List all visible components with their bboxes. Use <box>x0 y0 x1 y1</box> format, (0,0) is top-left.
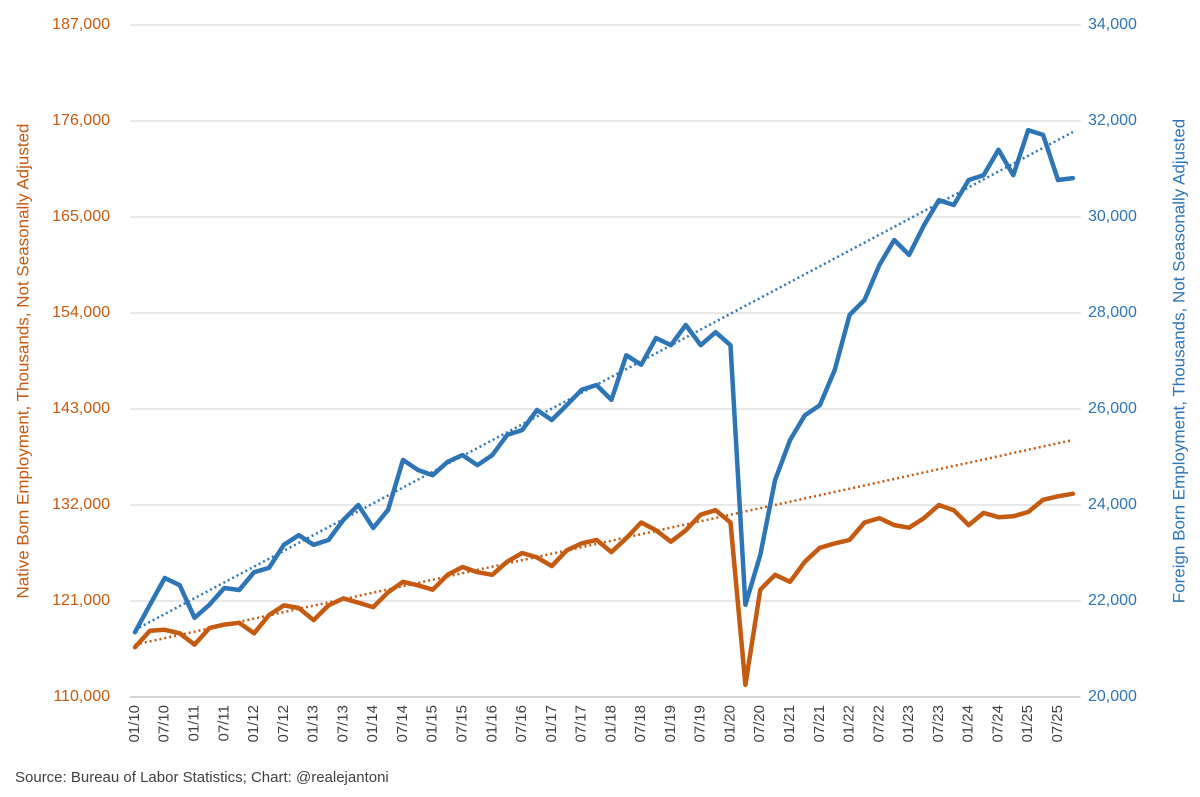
y-tick-label: 176,000 <box>52 112 110 129</box>
x-tick-label: 07/22 <box>870 705 887 743</box>
y2-tick-label: 30,000 <box>1088 208 1137 225</box>
trend-line <box>134 438 1074 646</box>
y2-tick-label: 22,000 <box>1088 592 1137 609</box>
x-tick-label: 01/15 <box>424 705 441 743</box>
x-tick-label: 07/11 <box>215 705 232 741</box>
y2-tick-label: 20,000 <box>1088 688 1137 705</box>
x-tick-label: 01/24 <box>960 705 977 743</box>
x-tick-label: 07/16 <box>513 705 530 743</box>
x-tick-label: 01/21 <box>781 705 798 743</box>
y2-tick-label: 32,000 <box>1088 112 1137 129</box>
y-tick-label: 187,000 <box>52 16 110 33</box>
x-tick-label: 07/12 <box>275 705 292 743</box>
x-tick-label: 07/15 <box>453 705 470 743</box>
x-tick-label: 01/22 <box>841 705 858 743</box>
x-tick-label: 07/20 <box>751 705 768 743</box>
x-tick-label: 07/24 <box>989 705 1006 743</box>
y-axis-title: Native Born Employment, Thousands, Not S… <box>13 123 32 598</box>
y-tick-label: 154,000 <box>52 304 110 321</box>
x-tick-label: 07/19 <box>692 705 709 743</box>
x-tick-label: 01/19 <box>662 705 679 743</box>
trend-line <box>134 130 1074 631</box>
x-tick-label: 01/18 <box>602 705 619 743</box>
x-tick-label: 01/17 <box>543 705 560 743</box>
x-tick-label: 07/10 <box>156 705 173 743</box>
y-tick-label: 165,000 <box>52 208 110 225</box>
y2-axis-title: Foreign Born Employment, Thousands, Not … <box>1169 119 1188 603</box>
y2-tick-label: 28,000 <box>1088 304 1137 321</box>
x-tick-label: 07/25 <box>1049 705 1066 743</box>
y2-tick-label: 26,000 <box>1088 400 1137 417</box>
y-tick-label: 132,000 <box>52 496 110 513</box>
y2-tick-label: 34,000 <box>1088 16 1137 33</box>
y-tick-label: 121,000 <box>52 592 110 609</box>
x-tick-label: 07/21 <box>811 705 828 743</box>
x-tick-label: 01/20 <box>721 705 738 743</box>
x-tick-label: 01/16 <box>483 705 500 743</box>
x-tick-label: 01/11 <box>186 705 203 741</box>
x-tick-label: 01/23 <box>900 705 917 743</box>
x-tick-label: 07/13 <box>334 705 351 743</box>
x-tick-label: 07/14 <box>394 705 411 743</box>
x-tick-label: 01/14 <box>364 705 381 743</box>
x-tick-label: 01/25 <box>1019 705 1036 743</box>
data-line <box>132 127 1076 635</box>
x-tick-label: 01/10 <box>126 705 143 743</box>
x-tick-label: 01/13 <box>305 705 322 743</box>
y-tick-label: 110,000 <box>53 688 110 705</box>
x-tick-label: 01/12 <box>245 705 262 743</box>
y-tick-label: 143,000 <box>52 400 110 417</box>
data-line <box>132 491 1076 688</box>
x-tick-label: 07/18 <box>632 705 649 743</box>
source-note: Source: Bureau of Labor Statistics; Char… <box>15 769 389 786</box>
x-tick-label: 07/23 <box>930 705 947 743</box>
x-tick-label: 07/17 <box>573 705 590 743</box>
y2-tick-label: 24,000 <box>1088 496 1137 513</box>
